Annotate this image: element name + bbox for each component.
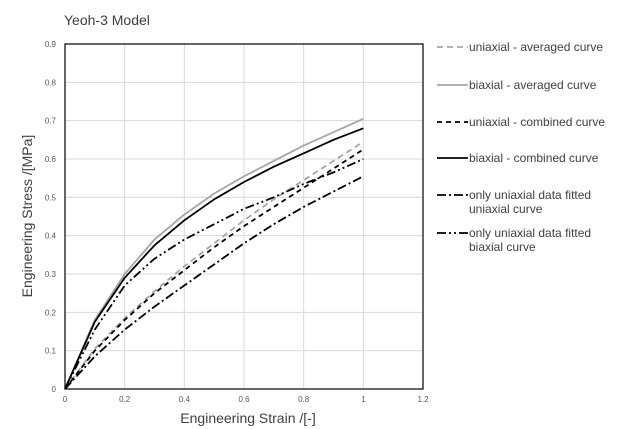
y-tick-label: 0.4 — [45, 232, 57, 241]
legend-label: biaxial curve — [469, 240, 536, 254]
y-tick-label: 0.1 — [45, 347, 57, 356]
y-tick-label: 0 — [52, 385, 57, 394]
x-tick-label: 0 — [63, 395, 68, 404]
y-tick-label: 0.7 — [45, 117, 57, 126]
plot-frame — [64, 43, 424, 390]
legend: uniaxial - averaged curve biaxial - avera… — [437, 40, 605, 254]
chart-title: Yeoh-3 Model — [64, 12, 150, 28]
x-tick-label: 1 — [361, 395, 366, 404]
x-axis-title: Engineering Strain /[-] — [180, 410, 315, 426]
series-line — [64, 117, 364, 390]
legend-label: uniaxial - combined curve — [469, 115, 605, 129]
legend-label: biaxial - combined curve — [469, 151, 599, 165]
series-lines — [64, 117, 364, 390]
legend-label: uniaxial - averaged curve — [469, 40, 603, 54]
x-tick-label: 1.2 — [417, 395, 429, 404]
x-tick-label: 0.2 — [119, 395, 131, 404]
x-tick-label: 0.6 — [238, 395, 250, 404]
legend-label: uniaxial curve — [469, 202, 543, 216]
y-tick-label: 0.5 — [45, 193, 57, 202]
y-tick-label: 0.9 — [45, 40, 57, 49]
legend-label: only uniaxial data fitted — [469, 226, 591, 240]
legend-label: biaxial - averaged curve — [469, 78, 597, 92]
y-tick-label: 0.3 — [45, 270, 57, 279]
x-tick-label: 0.4 — [179, 395, 191, 404]
y-axis-title: Engineering Stress /[MPa] — [19, 135, 35, 298]
x-tick-label: 0.8 — [298, 395, 310, 404]
tick-labels: 0 0.2 0.4 0.6 0.8 1 1.2 0 0.1 0.2 0.3 0.4 0.5 0.6 0.7 0… — [45, 40, 429, 404]
y-tick-label: 0.2 — [45, 308, 57, 317]
series-line — [64, 141, 364, 390]
y-tick-label: 0.6 — [45, 155, 57, 164]
series-line — [64, 148, 364, 390]
series-line — [64, 127, 364, 390]
legend-label: only uniaxial data fitted — [469, 188, 591, 202]
series-line — [64, 158, 364, 390]
y-tick-label: 0.8 — [45, 78, 57, 87]
series-line — [64, 175, 364, 390]
